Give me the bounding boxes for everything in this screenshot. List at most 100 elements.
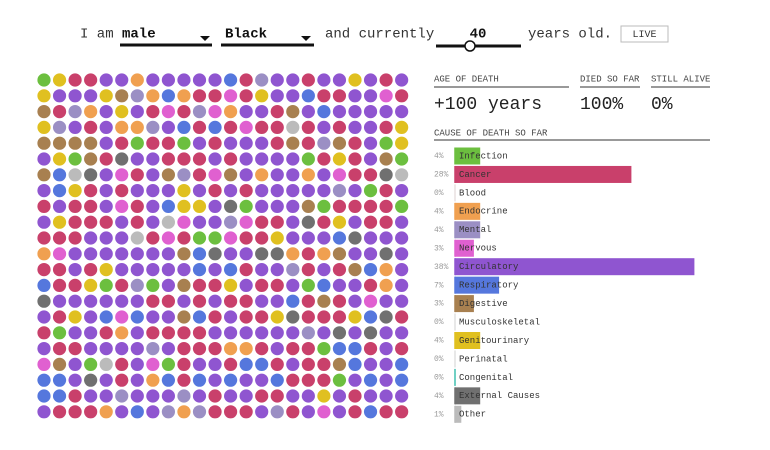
person-dot [99,373,113,387]
person-dot [395,294,409,308]
person-dot [239,168,253,182]
person-dot [286,136,300,150]
person-dot [68,105,82,119]
person-dot [68,278,82,292]
person-dot [99,152,113,166]
person-dot [348,342,362,356]
person-dot [208,73,222,87]
race-select[interactable]: Black [225,27,267,43]
person-dot [239,199,253,213]
person-dot [37,168,51,182]
person-dot [286,263,300,277]
person-dot [177,215,191,229]
person-dot [255,278,269,292]
person-dot [99,231,113,245]
person-dot [115,215,129,229]
person-dot [348,310,362,324]
person-dot [363,120,378,134]
category-label: Genitourinary [459,336,530,346]
person-dot [348,278,362,292]
bar [455,258,695,276]
person-dot [239,310,253,324]
live-button[interactable] [620,25,669,43]
value-label: 4% [434,337,444,346]
person-dot [317,278,331,292]
person-dot [255,357,269,371]
bar [455,387,481,405]
person-dot [52,105,67,119]
person-dot [255,199,269,213]
person-dot [115,168,129,182]
person-dot [239,120,253,134]
person-dot [270,405,284,419]
person-dot [286,294,300,308]
bar [455,147,481,165]
person-dot [239,357,253,371]
person-dot [115,89,129,103]
person-dot [84,310,98,324]
person-dot [348,373,362,387]
person-dot [332,152,347,166]
person-dot [363,326,378,340]
value-label: 7% [434,281,444,290]
value-label: 4% [434,207,444,216]
person-dot [317,215,331,229]
person-dot [348,357,362,371]
person-dot [37,342,51,356]
sex-select[interactable]: male [122,27,156,43]
person-dot [192,247,207,261]
person-dot [379,247,393,261]
person-dot [255,405,269,419]
person-dot [224,73,238,87]
person-dot [332,294,347,308]
person-dot [224,168,238,182]
stat-value: +100 years [434,95,542,115]
person-dot [255,120,269,134]
person-dot [161,215,175,229]
person-dot [348,326,362,340]
person-dot [146,199,160,213]
person-dot [301,357,315,371]
person-dot [130,215,144,229]
person-dot [286,152,300,166]
person-dot [192,184,207,198]
person-dot [363,136,378,150]
person-dot [317,389,331,403]
person-dot [379,278,393,292]
person-dot [115,342,129,356]
person-dot [208,294,222,308]
person-dot [161,310,175,324]
person-dot [146,215,160,229]
person-dot [395,405,409,419]
person-dot [146,105,160,119]
person-dot [224,405,238,419]
person-dot [52,373,67,387]
person-dot [99,342,113,356]
person-dot [224,105,238,119]
person-dot [208,405,222,419]
person-dot [130,120,144,134]
person-dot [224,247,238,261]
person-dot [395,389,409,403]
person-dot [348,405,362,419]
person-dot [379,73,393,87]
slider-handle[interactable] [464,40,476,52]
person-dot [115,247,129,261]
person-dot [348,263,362,277]
person-dot [177,73,191,87]
person-dot [208,278,222,292]
person-dot [363,389,378,403]
person-dot [270,152,284,166]
live-button-text[interactable]: LIVE [632,30,656,41]
person-dot [395,136,409,150]
person-dot [130,136,144,150]
person-dot [363,405,378,419]
person-dot [146,136,160,150]
person-dot [286,326,300,340]
person-dot [301,168,315,182]
person-dot [208,105,222,119]
person-dot [286,357,300,371]
person-dot [332,168,347,182]
person-dot [301,184,315,198]
person-dot [395,215,409,229]
